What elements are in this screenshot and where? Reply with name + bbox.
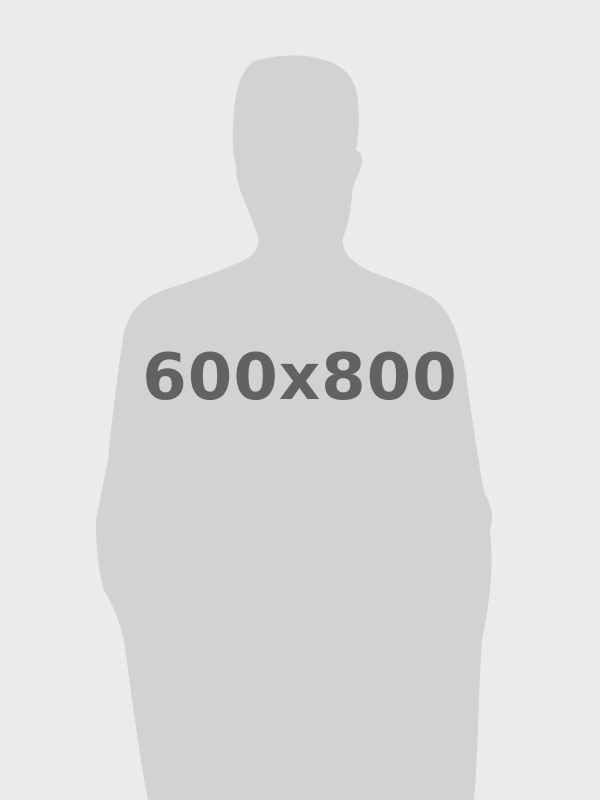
dimension-label: 600x800 [142,341,458,415]
